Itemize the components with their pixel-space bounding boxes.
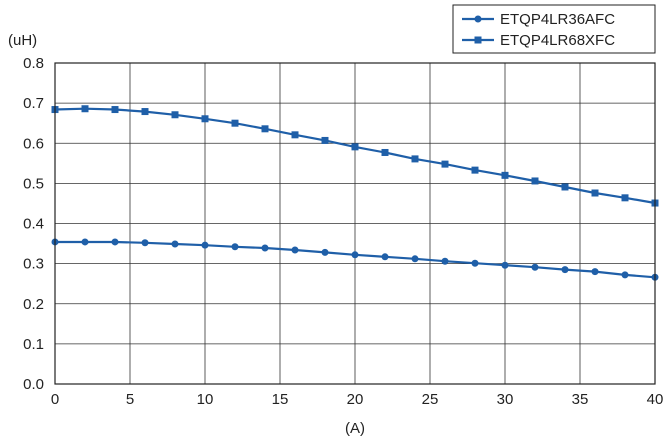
data-point-circle	[561, 266, 569, 274]
legend-item: ETQP4LR36AFC	[462, 11, 615, 28]
grid	[55, 63, 655, 384]
data-point-square	[591, 189, 599, 197]
legend-items: ETQP4LR36AFC ETQP4LR68XFC	[462, 11, 615, 49]
x-tick-label: 20	[347, 391, 364, 408]
data-point-circle	[201, 241, 209, 249]
data-point-square	[621, 194, 629, 202]
data-point-square	[171, 111, 179, 119]
data-point-circle	[591, 268, 599, 276]
y-tick-labels: 0.0 0.1 0.2 0.3 0.4 0.5 0.6 0.7 0.8	[23, 55, 44, 393]
data-point-square	[231, 119, 239, 127]
data-point-circle	[621, 271, 629, 279]
data-point-square	[141, 108, 149, 116]
data-point-square	[321, 136, 329, 144]
y-tick-label: 0.4	[23, 216, 44, 233]
series-ETQP4LR68XFC	[51, 105, 659, 207]
series-ETQP4LR36AFC	[51, 238, 659, 281]
data-point-square	[411, 155, 419, 163]
data-point-square	[291, 131, 299, 139]
data-point-circle	[531, 263, 539, 271]
legend-marker-square	[474, 36, 482, 44]
data-point-circle	[471, 259, 479, 267]
data-point-square	[351, 143, 359, 151]
y-axis-unit-label: (uH)	[8, 32, 37, 49]
x-tick-label: 15	[272, 391, 289, 408]
x-axis-unit-label: (A)	[345, 420, 365, 437]
data-point-circle	[261, 244, 269, 252]
data-point-circle	[81, 238, 89, 246]
data-point-circle	[141, 239, 149, 247]
data-point-square	[441, 160, 449, 168]
x-tick-label: 5	[126, 391, 134, 408]
data-point-circle	[291, 246, 299, 254]
x-tick-label: 0	[51, 391, 59, 408]
data-point-square	[501, 171, 509, 179]
y-tick-label: 0.1	[23, 336, 44, 353]
y-tick-label: 0.5	[23, 175, 44, 192]
data-point-circle	[501, 261, 509, 269]
y-tick-label: 0.7	[23, 95, 44, 112]
legend-box	[452, 4, 656, 54]
data-point-square	[471, 166, 479, 174]
data-point-square	[381, 148, 389, 156]
data-point-square	[531, 177, 539, 185]
data-point-circle	[111, 238, 119, 246]
series-layer	[51, 105, 659, 281]
y-tick-label: 0.2	[23, 296, 44, 313]
data-point-circle	[231, 243, 239, 251]
data-point-circle	[411, 255, 419, 263]
data-point-circle	[351, 251, 359, 259]
y-tick-label: 0.0	[23, 376, 44, 393]
legend-label: ETQP4LR36AFC	[500, 11, 615, 28]
x-tick-label: 30	[497, 391, 514, 408]
data-point-square	[201, 115, 209, 123]
legend-label: ETQP4LR68XFC	[500, 32, 615, 49]
legend-marker-circle	[474, 15, 482, 23]
x-tick-label: 40	[647, 391, 664, 408]
data-point-circle	[321, 248, 329, 256]
x-tick-labels: 0 5 10 15 20 25 30 35 40	[51, 391, 664, 408]
y-tick-label: 0.6	[23, 135, 44, 152]
data-point-square	[261, 125, 269, 133]
data-point-circle	[171, 240, 179, 248]
y-tick-label: 0.3	[23, 256, 44, 273]
plot-frame	[54, 62, 656, 385]
legend: ETQP4LR36AFC ETQP4LR68XFC	[452, 4, 656, 54]
data-point-circle	[381, 253, 389, 261]
x-tick-label: 25	[422, 391, 439, 408]
y-tick-label: 0.8	[23, 55, 44, 72]
data-point-square	[111, 106, 119, 114]
data-point-square	[81, 105, 89, 113]
data-point-square	[561, 183, 569, 191]
data-point-circle	[441, 257, 449, 265]
x-tick-label: 10	[197, 391, 214, 408]
legend-item: ETQP4LR68XFC	[462, 32, 615, 49]
x-tick-label: 35	[572, 391, 589, 408]
